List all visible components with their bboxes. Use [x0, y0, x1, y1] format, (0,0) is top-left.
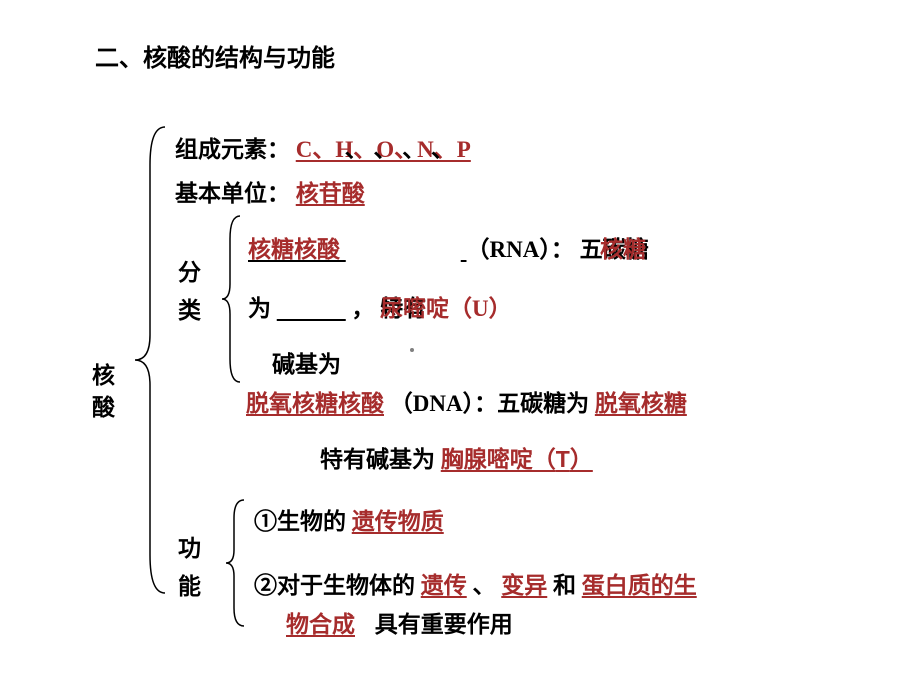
- elements-label: 组成元素：: [175, 137, 290, 162]
- function-line-2b: 物合成 具有重要作用: [286, 605, 513, 639]
- function-label: 功 能: [178, 530, 201, 606]
- func2-sep1: 、: [473, 573, 496, 598]
- elements-overlay: 、 、 、 、: [293, 130, 454, 164]
- specific-base-label: 特有碱基为: [320, 447, 435, 472]
- brace-main: [130, 125, 170, 595]
- brace-classification: [218, 214, 244, 384]
- func2-red3b: 物合成: [286, 612, 355, 637]
- func2-red3: 蛋白质的生: [582, 573, 697, 598]
- rna-blank-line: 核糖核酸: [248, 237, 467, 262]
- rna-after: （RNA）：: [467, 237, 574, 262]
- uracil: 尿嘧啶（U）: [380, 289, 512, 323]
- thymine: 胸腺嘧啶（T）: [441, 447, 593, 472]
- func2-prefix: ②对于生物体的: [254, 573, 415, 598]
- blank-1: [277, 296, 346, 321]
- section-title: 二、核酸的结构与功能: [95, 38, 335, 73]
- block-dna: 脱氧核糖核酸 （DNA）：五碳糖为 脱氧核糖: [246, 384, 687, 418]
- rna-sugar-value: 核糖: [600, 230, 646, 264]
- rna-name: 核糖核酸: [248, 237, 340, 262]
- comma-1: ，: [352, 296, 375, 321]
- is-label: 为: [248, 296, 271, 321]
- unit-value: 核苷酸: [296, 181, 365, 206]
- func2-red1: 遗传: [421, 573, 467, 598]
- dot-icon: [410, 348, 414, 352]
- dna-after: （DNA）：五碳糖为: [390, 391, 589, 416]
- func2-sep2: 和: [553, 573, 576, 598]
- function-line-1: ①生物的 遗传物质: [254, 502, 444, 536]
- base-label: 碱基为: [272, 345, 341, 379]
- root-label: 核 酸: [92, 360, 115, 424]
- func1-red: 遗传物质: [352, 509, 444, 534]
- func1-prefix: ①生物的: [254, 509, 346, 534]
- unit-label: 基本单位：: [175, 181, 290, 206]
- brace-function: [222, 498, 248, 628]
- block-dna-base: 特有碱基为 胸腺嘧啶（T）: [320, 440, 593, 474]
- func2-tail: 具有重要作用: [375, 612, 513, 637]
- dna-sugar: 脱氧核糖: [595, 391, 687, 416]
- dna-name: 脱氧核糖核酸: [246, 391, 384, 416]
- function-line-2: ②对于生物体的 遗传 、 变异 和 蛋白质的生: [254, 566, 697, 600]
- row-unit: 基本单位： 核苷酸: [175, 174, 365, 208]
- func2-red2: 变异: [501, 573, 547, 598]
- classification-label: 分 类: [178, 254, 201, 330]
- block-rna: 核糖核酸 （RNA）： 五碳糖: [248, 230, 649, 264]
